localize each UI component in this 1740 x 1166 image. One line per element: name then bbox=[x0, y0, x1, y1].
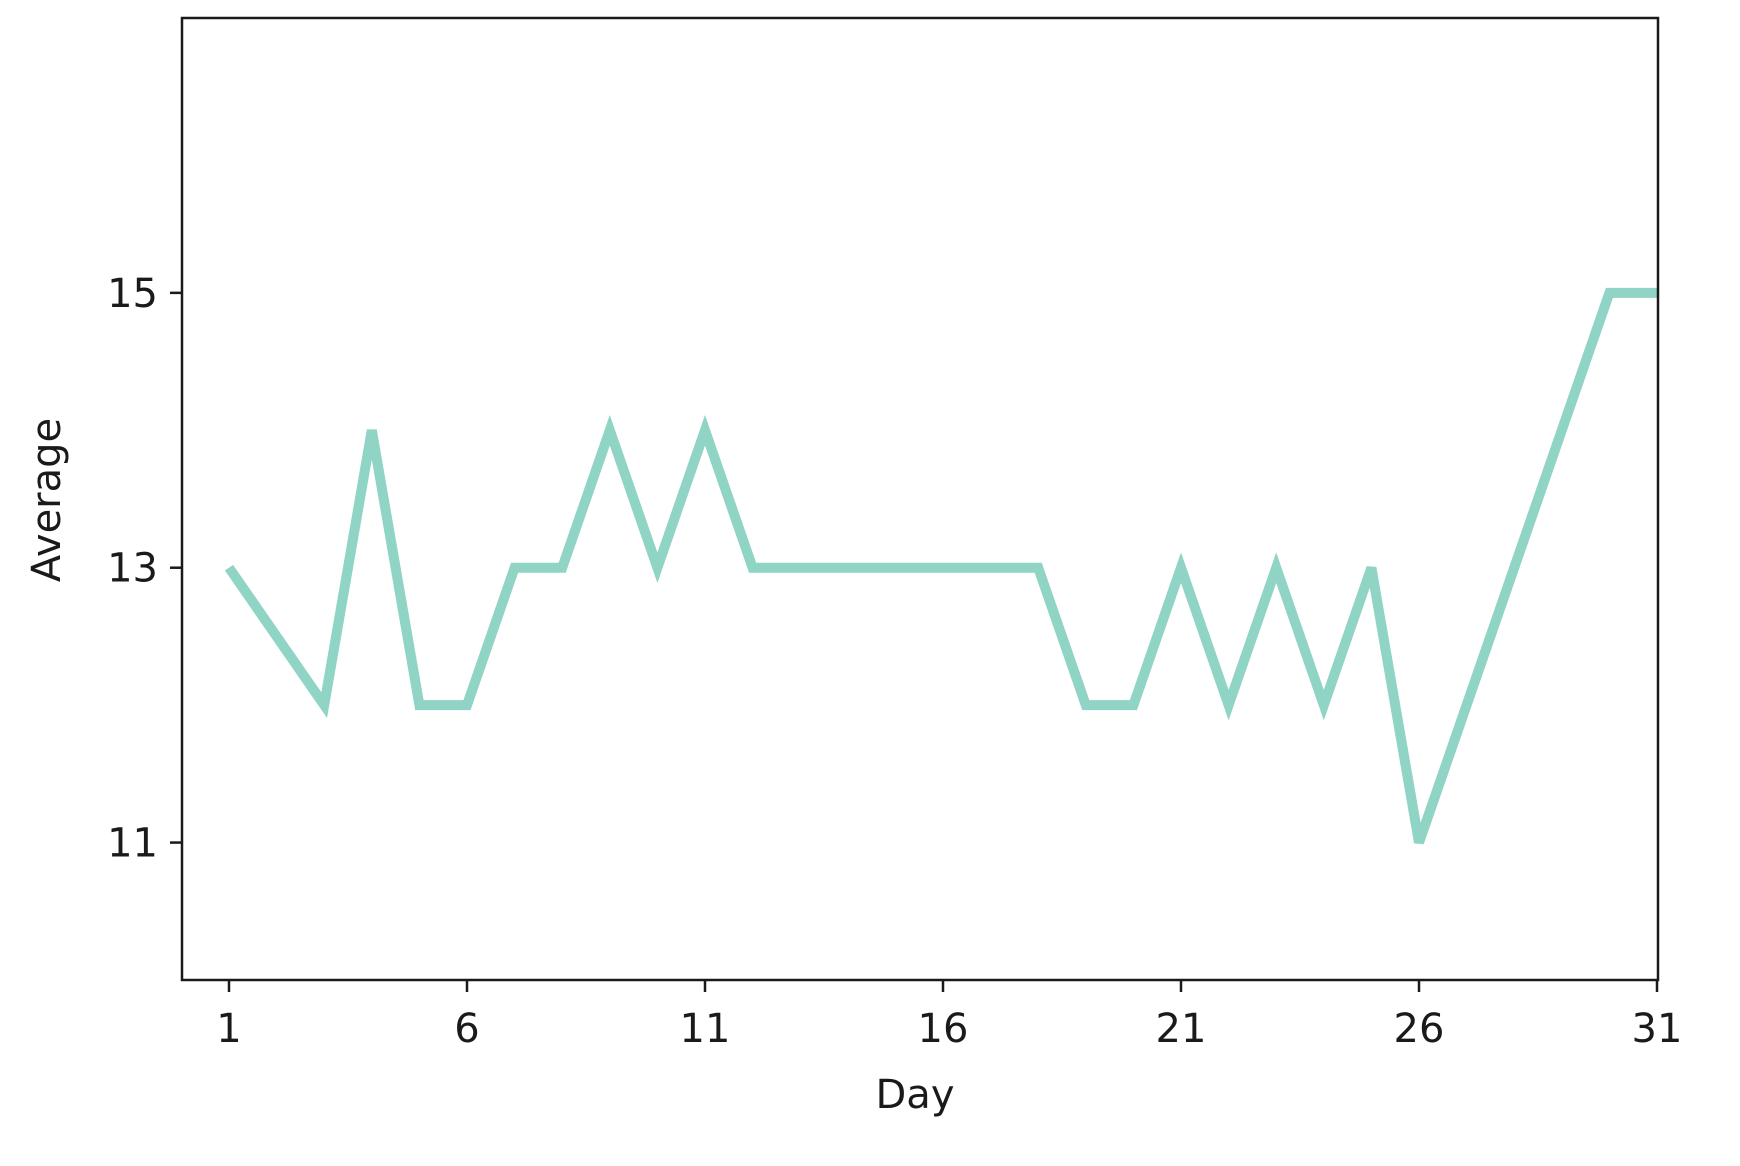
series-line-0 bbox=[224, 287, 1657, 845]
x-tick-label: 26 bbox=[1394, 1006, 1445, 1052]
y-tick-label: 13 bbox=[107, 546, 158, 592]
x-tick-label: 6 bbox=[454, 1006, 479, 1052]
x-axis: 1 6 11 16 21 26 31 bbox=[216, 980, 1682, 1052]
x-tick-label: 1 bbox=[216, 1006, 241, 1052]
x-tick-label: 11 bbox=[680, 1006, 731, 1052]
x-axis-label: Day bbox=[876, 1072, 955, 1118]
x-tick-label: 31 bbox=[1632, 1006, 1683, 1052]
y-axis-label: Average bbox=[24, 418, 70, 582]
y-tick-label: 11 bbox=[107, 821, 158, 867]
y-tick-label: 15 bbox=[107, 271, 158, 317]
series-layer bbox=[224, 287, 1657, 845]
x-tick-label: 16 bbox=[918, 1006, 969, 1052]
plot-frame bbox=[180, 16, 1660, 982]
y-axis: 11 13 15 bbox=[107, 271, 182, 867]
x-tick-label: 21 bbox=[1156, 1006, 1207, 1052]
